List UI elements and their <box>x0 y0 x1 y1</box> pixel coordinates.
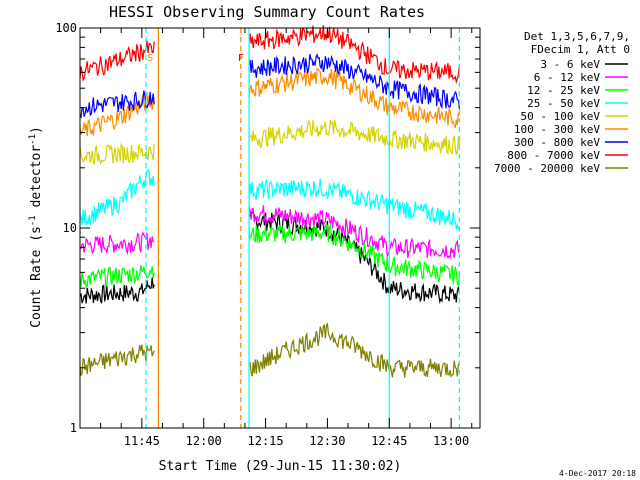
legend-entry-label-4: 25 - 50 keV <box>527 97 600 110</box>
x-axis-label: Start Time (29-Jun-15 11:30:02) <box>159 459 402 474</box>
x-tick-label: 12:15 <box>248 434 284 448</box>
x-tick-label: 11:45 <box>124 434 160 448</box>
y-axis-label-prefix: Count Rate (s <box>29 226 44 328</box>
legend-header-line: FDecim 1, Att 0 <box>531 43 630 56</box>
y-tick-label: 10 <box>63 221 77 235</box>
legend-entry-label-5: 50 - 100 keV <box>521 110 601 123</box>
legend-entry-label-9: 7000 - 20000 keV <box>494 162 600 175</box>
legend-entry-label-1: 3 - 6 keV <box>540 58 600 71</box>
y-axis-label: Count Rate (s-1 detector-1) <box>28 126 44 328</box>
series-line-7 <box>79 53 460 120</box>
series-line-9 <box>79 322 460 379</box>
legend-entry-label-3: 12 - 25 keV <box>527 84 600 97</box>
annotation-flag-1: S <box>147 53 153 64</box>
legend: Det 1,3,5,6,7,9,FDecim 1, Att 0 3 - 6 keV… <box>494 30 630 175</box>
series-line-2 <box>79 204 460 260</box>
chart-title: HESSI Observing Summary Count Rates <box>109 3 425 21</box>
annotation-flag-2: F <box>238 53 244 64</box>
x-tick-label: 13:00 <box>433 434 469 448</box>
y-axis-label-middle: detector <box>29 145 44 216</box>
series-line-3 <box>79 222 460 290</box>
x-tick-label: 12:45 <box>371 434 407 448</box>
series-line-5 <box>79 119 460 166</box>
series-line-8 <box>79 25 460 85</box>
y-axis-label-exponent-2: -1 <box>28 134 38 145</box>
y-tick-label: 1 <box>70 421 77 435</box>
y-axis-label-suffix: ) <box>29 126 44 134</box>
series-line-6 <box>79 68 460 137</box>
y-axis-label-exponent-1: -1 <box>28 215 38 226</box>
x-tick-label: 12:00 <box>186 434 222 448</box>
plot-area: S F 1 10 100 11:45 12:00 12:15 12:30 12:45 13:00 <box>55 21 481 448</box>
legend-entry-label-7: 300 - 800 keV <box>514 136 600 149</box>
legend-entry-label-6: 100 - 300 keV <box>514 123 600 136</box>
legend-entry-label-8: 800 - 7000 keV <box>507 149 600 162</box>
y-tick-label: 100 <box>55 21 77 35</box>
legend-header-line: Det 1,3,5,6,7,9, <box>524 30 630 43</box>
series-line-4 <box>79 168 460 230</box>
x-tick-label: 12:30 <box>309 434 345 448</box>
generation-timestamp: 4-Dec-2017 20:18 <box>559 469 636 478</box>
legend-entry-label-2: 6 - 12 keV <box>534 71 601 84</box>
